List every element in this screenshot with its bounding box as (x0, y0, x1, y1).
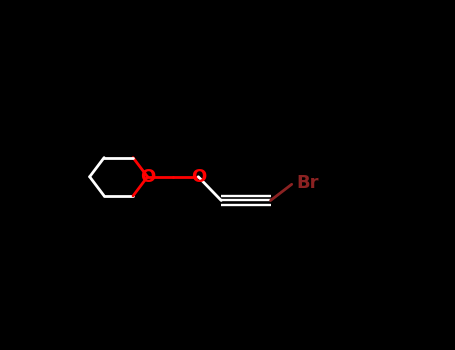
Text: O: O (191, 168, 206, 186)
Text: Br: Br (296, 174, 318, 192)
Text: O: O (140, 168, 155, 186)
